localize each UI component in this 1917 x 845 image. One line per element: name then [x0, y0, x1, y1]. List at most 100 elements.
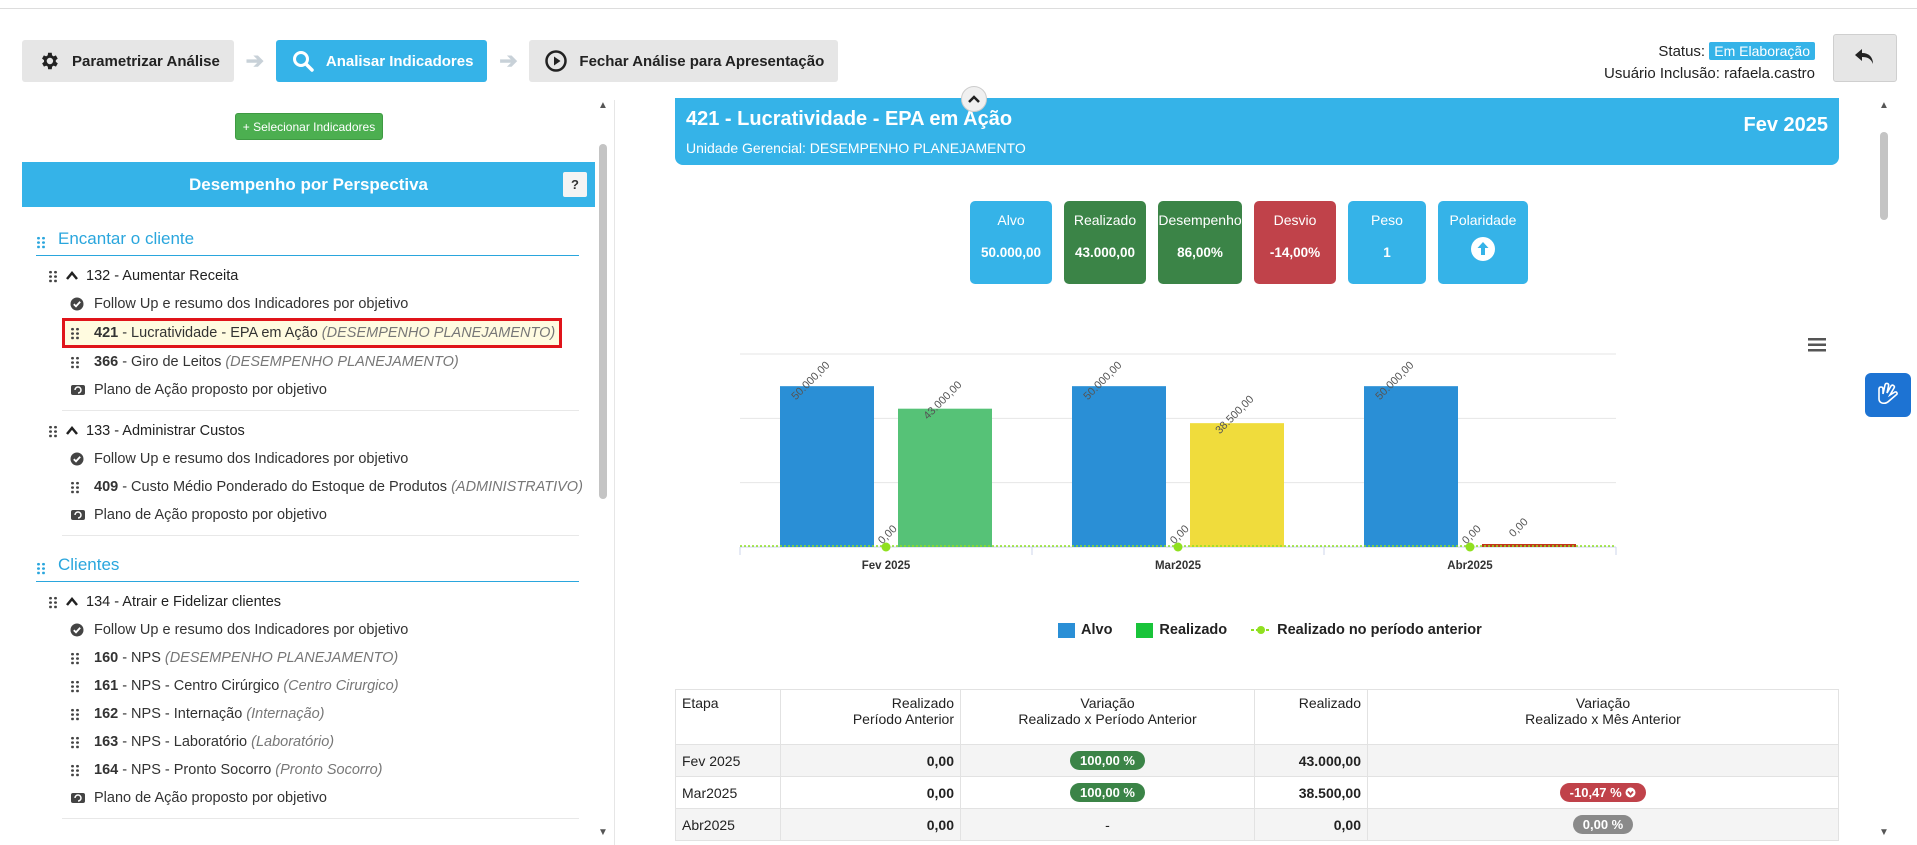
scroll-thumb[interactable] [599, 144, 607, 499]
objective-header[interactable]: 134 - Atrair e Fidelizar clientes [22, 588, 595, 616]
refresh-icon [70, 383, 94, 397]
indicator-unit: (ADMINISTRATIVO) [451, 479, 583, 495]
scroll-up-icon[interactable]: ▲ [1879, 100, 1889, 111]
point-anterior [881, 542, 891, 552]
cell-etapa: Fev 2025 [675, 744, 781, 777]
bar-realizado [1190, 423, 1284, 547]
drag-handle-icon[interactable] [48, 595, 58, 609]
indicator-header: 421 - Lucratividade - EPA em Ação Unidad… [675, 98, 1839, 165]
chevron-up-icon[interactable] [66, 594, 78, 610]
indicator-title: 421 - Lucratividade - EPA em Ação [686, 108, 1013, 130]
drag-handle-icon[interactable] [48, 424, 58, 438]
perspective-group-title[interactable]: Encantar o cliente [36, 210, 579, 256]
objective-header[interactable]: 132 - Aumentar Receita [22, 262, 595, 290]
indicator-item[interactable]: 160- NPS (DESEMPENHO PLANEJAMENTO) [22, 644, 595, 672]
kpi-cards: Alvo 50.000,00 Realizado 43.000,00 Desem… [970, 201, 1540, 284]
indicator-name: - NPS - Pronto Socorro [122, 762, 272, 778]
cell-variacao-mes: 0,00 % [1367, 808, 1839, 841]
drag-handle-icon[interactable] [36, 562, 46, 575]
point-anterior [1173, 542, 1183, 552]
scroll-down-icon[interactable]: ▼ [598, 827, 608, 838]
indicator-code: 161 [94, 678, 119, 694]
perspective-header: Desempenho por Perspectiva ? [22, 162, 595, 207]
indicator-name: - Lucratividade - EPA em Ação [122, 325, 318, 341]
cell-value: 0,00 [926, 784, 954, 801]
perspective-group-title[interactable]: Clientes [36, 536, 579, 582]
legend-label: Realizado no período anterior [1277, 622, 1482, 638]
drag-handle-icon [70, 735, 94, 749]
chevron-up-icon [968, 92, 980, 106]
drag-handle-icon[interactable] [48, 269, 58, 283]
indicator-item[interactable]: 163- NPS - Laboratório (Laboratório) [22, 728, 595, 756]
collapse-header-button[interactable] [961, 86, 987, 112]
help-button[interactable]: ? [563, 172, 587, 197]
scroll-down-icon[interactable]: ▼ [1879, 827, 1889, 838]
back-button[interactable] [1833, 34, 1897, 82]
indicator-unit: Unidade Gerencial: DESEMPENHO PLANEJAMEN… [686, 140, 1026, 156]
table-row: Fev 2025 0,00 100,00 % 43.000,00 [675, 744, 1839, 777]
kpi-label: Alvo [997, 212, 1025, 228]
gear-icon [36, 48, 62, 74]
action-plan-link[interactable]: Plano de Ação proposto por objetivo [22, 376, 595, 404]
followup-link[interactable]: Follow Up e resumo dos Indicadores por o… [22, 290, 595, 318]
step-analisar-button[interactable]: Analisar Indicadores [275, 40, 488, 82]
cell-realizado: 0,00 [1254, 808, 1368, 841]
indicator-item[interactable]: 421- Lucratividade - EPA em Ação (DESEMPE… [62, 318, 562, 348]
left-scrollbar[interactable]: ▲ ▼ [597, 100, 611, 845]
table-row: Mar2025 0,00 100,00 % 38.500,00 -10,47 % [675, 776, 1839, 809]
chart-menu-icon[interactable] [1807, 337, 1827, 356]
action-plan-link[interactable]: Plano de Ação proposto por objetivo [22, 784, 595, 812]
followup-link[interactable]: Follow Up e resumo dos Indicadores por o… [22, 445, 595, 473]
drag-handle-icon[interactable] [36, 236, 46, 249]
kpi-label: Peso [1371, 212, 1403, 228]
header: Parametrizar Análise ➔ Analisar Indicado… [0, 10, 1917, 100]
scroll-thumb[interactable] [1880, 132, 1888, 220]
indicator-name: - NPS - Internação [122, 706, 243, 722]
cell-realizado-anterior: 0,00 [780, 776, 961, 809]
step-fechar-button[interactable]: Fechar Análise para Apresentação [529, 40, 839, 82]
data-label-realizado: 0,00 [1507, 516, 1531, 540]
variation-pill: 100,00 % [1070, 751, 1145, 770]
step-parametrizar-button[interactable]: Parametrizar Análise [22, 40, 234, 82]
x-tick-label: Abr2025 [1447, 560, 1493, 572]
indicator-item[interactable]: 366- Giro de Leitos (DESEMPENHO PLANEJAME… [22, 348, 595, 376]
objective-title: 132 - Aumentar Receita [86, 268, 239, 284]
right-scrollbar[interactable]: ▲ ▼ [1878, 100, 1892, 845]
followup-link[interactable]: Follow Up e resumo dos Indicadores por o… [22, 616, 595, 644]
legend-item-realizado-anterior[interactable]: Realizado no período anterior [1251, 622, 1482, 638]
col-header-label: Etapa [682, 695, 719, 711]
drag-handle-icon [70, 763, 94, 777]
bar-alvo [1072, 386, 1166, 547]
indicator-unit: (Centro Cirurgico) [283, 678, 399, 694]
accessibility-button[interactable] [1865, 373, 1911, 417]
cell-etapa: Mar2025 [675, 776, 781, 809]
status-label: Status: [1658, 43, 1706, 60]
cell-value: 0,00 [926, 752, 954, 769]
user-value: rafaela.castro [1724, 65, 1815, 82]
indicator-code: 163 [94, 734, 119, 750]
col-header-label: Variação [1080, 695, 1135, 711]
col-header-realizado-anterior: Realizado Período Anterior [780, 689, 961, 745]
scroll-up-icon[interactable]: ▲ [598, 100, 608, 111]
chevron-up-icon[interactable] [66, 423, 78, 439]
indicator-item[interactable]: 162- NPS - Internação (Internação) [22, 700, 595, 728]
step-label: Parametrizar Análise [72, 52, 220, 70]
indicator-unit: (Internação) [246, 706, 325, 722]
kpi-value: 50.000,00 [980, 245, 1042, 260]
indicator-item[interactable]: 409- Custo Médio Ponderado do Estoque de… [22, 473, 595, 501]
legend-item-alvo[interactable]: Alvo [1058, 622, 1112, 638]
cell-variacao-periodo: - [960, 808, 1255, 841]
cell-realizado: 38.500,00 [1254, 776, 1368, 809]
legend-item-realizado[interactable]: Realizado [1136, 622, 1227, 638]
bar-alvo [780, 386, 874, 547]
select-indicators-button[interactable]: + Selecionar Indicadores [235, 113, 383, 140]
variation-pill: 0,00 % [1572, 815, 1634, 834]
chevron-up-icon[interactable] [66, 268, 78, 284]
indicator-item[interactable]: 161- NPS - Centro Cirúrgico (Centro Cirur… [22, 672, 595, 700]
indicator-item[interactable]: 164- NPS - Pronto Socorro (Pronto Socorro… [22, 756, 595, 784]
action-plan-link[interactable]: Plano de Ação proposto por objetivo [22, 501, 595, 529]
legend-label: Alvo [1081, 622, 1113, 638]
indicator-name: - NPS - Laboratório [122, 734, 248, 750]
objective-header[interactable]: 133 - Administrar Custos [22, 417, 595, 445]
cell-value: 38.500,00 [1298, 784, 1361, 801]
